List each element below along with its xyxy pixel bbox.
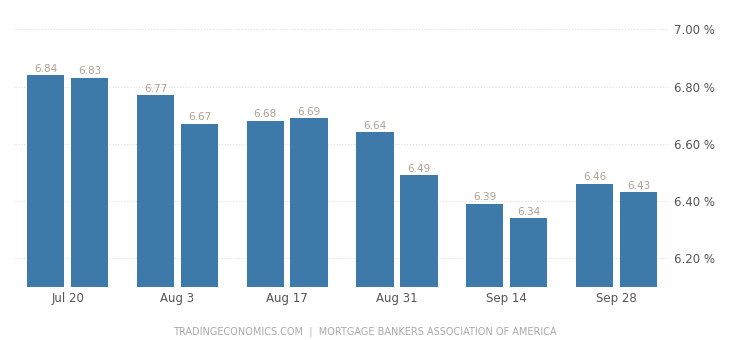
Text: 6.69: 6.69 (298, 106, 320, 117)
Text: 6.68: 6.68 (253, 109, 277, 119)
Text: 6.77: 6.77 (144, 84, 167, 94)
Text: TRADINGECONOMICS.COM  |  MORTGAGE BANKERS ASSOCIATION OF AMERICA: TRADINGECONOMICS.COM | MORTGAGE BANKERS … (173, 326, 557, 337)
Text: 6.84: 6.84 (34, 64, 58, 74)
Bar (291, 118, 328, 287)
Bar (27, 75, 64, 287)
Bar (620, 192, 657, 287)
Text: 6.39: 6.39 (473, 192, 496, 202)
Text: 6.64: 6.64 (364, 121, 387, 131)
Bar (576, 184, 613, 287)
Text: 6.67: 6.67 (188, 112, 211, 122)
Bar (247, 121, 284, 287)
Text: 6.49: 6.49 (407, 164, 431, 174)
Bar (510, 218, 548, 287)
Text: 6.46: 6.46 (583, 172, 606, 182)
Text: 6.34: 6.34 (517, 207, 540, 217)
Text: 6.43: 6.43 (627, 181, 650, 191)
Bar (400, 175, 437, 287)
Bar (466, 204, 504, 287)
Bar (356, 132, 393, 287)
Bar (137, 95, 174, 287)
Bar (181, 124, 218, 287)
Bar (71, 78, 108, 287)
Text: 6.83: 6.83 (78, 67, 101, 76)
